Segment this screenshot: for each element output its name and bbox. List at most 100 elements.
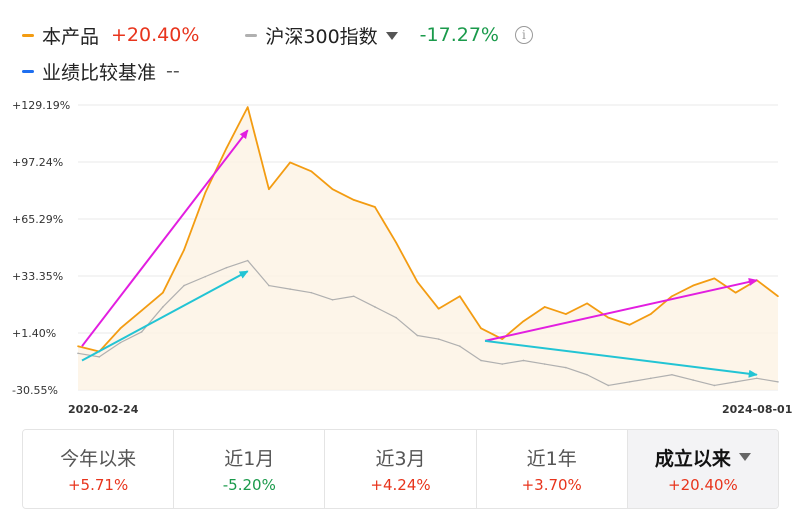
index-point (310, 291, 313, 294)
product-point (140, 309, 143, 312)
legend-row-2: 业绩比较基准 -- (22, 56, 782, 86)
x-tick-label: 2020-02-24 (68, 403, 139, 416)
tab-label: 今年以来 (60, 447, 137, 470)
legend: 本产品 +20.40% 沪深300指数 -17.27% i 业绩比较基准 -- (22, 20, 782, 86)
legend-name-product: 本产品 (42, 25, 100, 48)
product-point (289, 161, 291, 164)
product-point (310, 170, 313, 173)
index-point (437, 338, 440, 340)
product-point (628, 323, 631, 326)
tab-1y[interactable]: 近1年 +3.70% (476, 430, 628, 508)
index-line (77, 259, 779, 387)
legend-value-benchmark: -- (166, 60, 180, 82)
index-point (119, 341, 122, 344)
index-point (628, 381, 631, 383)
index-point (565, 366, 567, 369)
y-tick-label: -30.55% (12, 384, 58, 397)
product-point (119, 327, 122, 330)
index-point (522, 359, 525, 362)
y-tick-label: +1.40% (12, 327, 56, 340)
info-icon[interactable]: i (514, 26, 533, 44)
product-point (565, 313, 567, 315)
index-point (671, 373, 673, 376)
tab-label: 近1月 (224, 447, 275, 470)
product-point (777, 295, 779, 298)
legend-name-benchmark: 业绩比较基准 (42, 61, 157, 84)
legend-swatch-benchmark (22, 69, 34, 73)
index-point (289, 288, 291, 290)
product-point (225, 147, 228, 149)
y-tick-label: +65.29% (12, 213, 63, 226)
index-point (225, 266, 228, 269)
legend-value-index: -17.27% (419, 24, 499, 46)
product-point (713, 277, 716, 280)
trend-arrow (81, 270, 249, 362)
product-point (374, 206, 376, 208)
trend-arrow (484, 278, 758, 342)
chevron-down-icon[interactable] (738, 453, 751, 461)
index-point (755, 377, 758, 380)
product-point (692, 284, 694, 287)
trend-arrow (484, 339, 758, 378)
y-tick-label: +97.24% (12, 156, 63, 169)
index-point (586, 373, 588, 376)
index-point (607, 384, 610, 387)
index-point (459, 345, 461, 347)
legend-item-index[interactable]: 沪深300指数 -17.27% i (245, 22, 533, 49)
tab-value: +20.40% (668, 476, 738, 494)
index-point (416, 334, 419, 337)
index-point (543, 363, 546, 365)
product-point (246, 106, 249, 108)
index-point (480, 359, 482, 362)
tab-since-inception[interactable]: 成立以来 +20.40% (627, 430, 778, 508)
product-area (78, 107, 778, 390)
tab-1m[interactable]: 近1月 -5.20% (174, 430, 326, 508)
product-point (183, 249, 185, 251)
product-point (459, 295, 461, 298)
x-tick-label: 2024-08-01 (722, 403, 792, 416)
product-point (671, 295, 673, 298)
product-point (586, 302, 588, 305)
product-point (649, 313, 652, 315)
period-tabs: 今年以来 +5.71% 近1月 -5.20% 近3月 +4.24% 近1年 +3… (22, 429, 779, 509)
legend-swatch-product (22, 33, 34, 37)
legend-row-1: 本产品 +20.40% 沪深300指数 -17.27% i (22, 20, 782, 50)
index-point (140, 331, 143, 333)
index-point (204, 275, 207, 278)
index-point (352, 295, 355, 298)
chevron-down-icon[interactable] (385, 32, 398, 40)
index-point (734, 381, 737, 383)
product-point (268, 188, 270, 190)
index-point (183, 284, 185, 287)
product-point (543, 306, 546, 308)
tab-label-wrap: 成立以来 (655, 444, 751, 470)
index-point (331, 299, 334, 301)
index-point (692, 379, 694, 381)
tab-value: +3.70% (521, 476, 582, 494)
product-point (437, 307, 440, 310)
y-tick-label: +33.35% (12, 270, 63, 283)
product-point (522, 320, 525, 323)
tab-3m[interactable]: 近3月 +4.24% (325, 430, 477, 508)
product-point (331, 188, 334, 190)
product-point (416, 281, 419, 283)
legend-swatch-index (245, 33, 258, 37)
index-point (77, 352, 79, 355)
legend-item-product[interactable]: 本产品 +20.40% (22, 22, 199, 49)
product-point (607, 316, 610, 319)
legend-item-benchmark[interactable]: 业绩比较基准 -- (22, 58, 180, 85)
tab-label: 近3月 (375, 447, 426, 470)
tab-label: 成立以来 (654, 447, 731, 470)
tab-value: -5.20% (222, 476, 276, 494)
index-point (777, 381, 779, 383)
product-point (162, 291, 164, 294)
tab-value: +5.71% (67, 476, 129, 494)
chart-svg[interactable]: +129.19% +97.24% +65.29% +33.35% +1.40% -30.5… (0, 95, 800, 420)
index-point (98, 356, 101, 358)
tab-value: +4.24% (370, 476, 431, 494)
index-point (395, 316, 397, 319)
tab-ytd[interactable]: 今年以来 +5.71% (23, 430, 175, 508)
legend-value-product: +20.40% (111, 24, 200, 46)
product-line (77, 106, 779, 353)
performance-chart[interactable]: +129.19% +97.24% +65.29% +33.35% +1.40% -30.5… (0, 95, 800, 420)
